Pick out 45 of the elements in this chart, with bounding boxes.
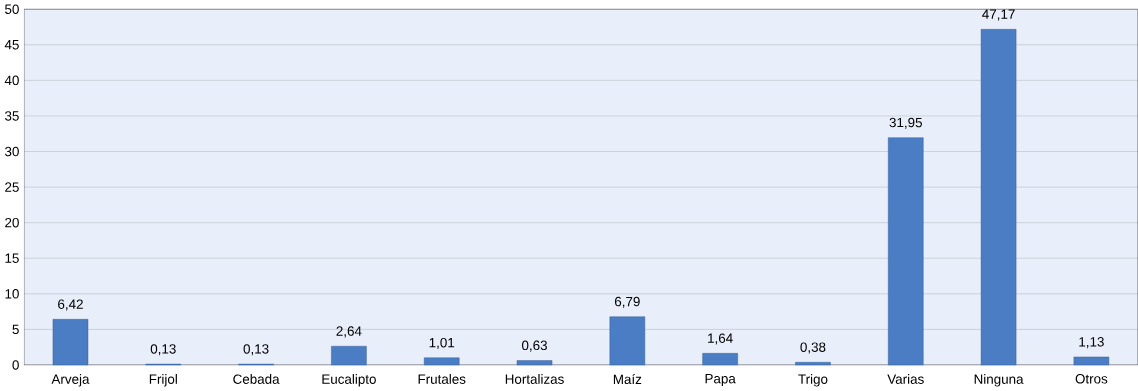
y-tick-label: 5 bbox=[12, 324, 19, 335]
y-tick-label: 40 bbox=[4, 75, 19, 86]
data-label: 47,17 bbox=[982, 9, 1015, 21]
x-tick-label: Frijol bbox=[149, 374, 177, 387]
y-tick-label: 25 bbox=[5, 182, 19, 192]
y-tick-label: 10 bbox=[5, 289, 19, 299]
y-tick-label: 35 bbox=[5, 111, 19, 121]
bar bbox=[516, 360, 553, 366]
data-label: 31,95 bbox=[889, 117, 922, 129]
bar bbox=[331, 345, 367, 366]
y-tick-label: 50 bbox=[5, 4, 19, 14]
bar bbox=[52, 319, 89, 366]
data-label: 1,64 bbox=[708, 333, 733, 345]
x-tick-label: Hortalizas bbox=[505, 374, 564, 384]
y-tick-label: 20 bbox=[5, 217, 19, 228]
data-label: 0,13 bbox=[243, 344, 269, 356]
bar bbox=[702, 353, 738, 366]
data-label: 0,63 bbox=[521, 340, 547, 352]
data-label: 0,38 bbox=[800, 342, 826, 354]
x-tick-label: Arveja bbox=[51, 374, 90, 387]
x-tick-label: Frutales bbox=[418, 374, 466, 384]
data-label: 2,64 bbox=[336, 326, 362, 338]
x-tick-label: Otros bbox=[1075, 374, 1108, 384]
data-label: 1,01 bbox=[429, 337, 455, 349]
data-label: 6,79 bbox=[614, 296, 640, 308]
data-label: 0,13 bbox=[150, 344, 176, 356]
bar bbox=[795, 362, 831, 366]
x-tick-label: Trigo bbox=[798, 374, 828, 387]
x-tick-label: Eucalipto bbox=[322, 374, 376, 387]
x-tick-label: Papa bbox=[705, 374, 736, 387]
x-tick-label: Maíz bbox=[613, 374, 642, 385]
y-tick-label: 0 bbox=[12, 360, 19, 370]
bar bbox=[609, 316, 646, 366]
data-label: 1,13 bbox=[1079, 337, 1104, 349]
y-tick-label: 45 bbox=[4, 40, 19, 50]
bar bbox=[1073, 356, 1110, 366]
bar bbox=[423, 357, 460, 366]
y-tick-label: 15 bbox=[5, 253, 19, 263]
y-tick-label: 30 bbox=[5, 146, 19, 157]
bar bbox=[888, 137, 924, 366]
bar bbox=[980, 29, 1017, 366]
data-label: 6,42 bbox=[58, 299, 83, 311]
x-tick-label: Ninguna bbox=[974, 374, 1024, 387]
x-tick-label: Cebada bbox=[233, 374, 280, 384]
x-tick-label: Varias bbox=[887, 374, 924, 384]
